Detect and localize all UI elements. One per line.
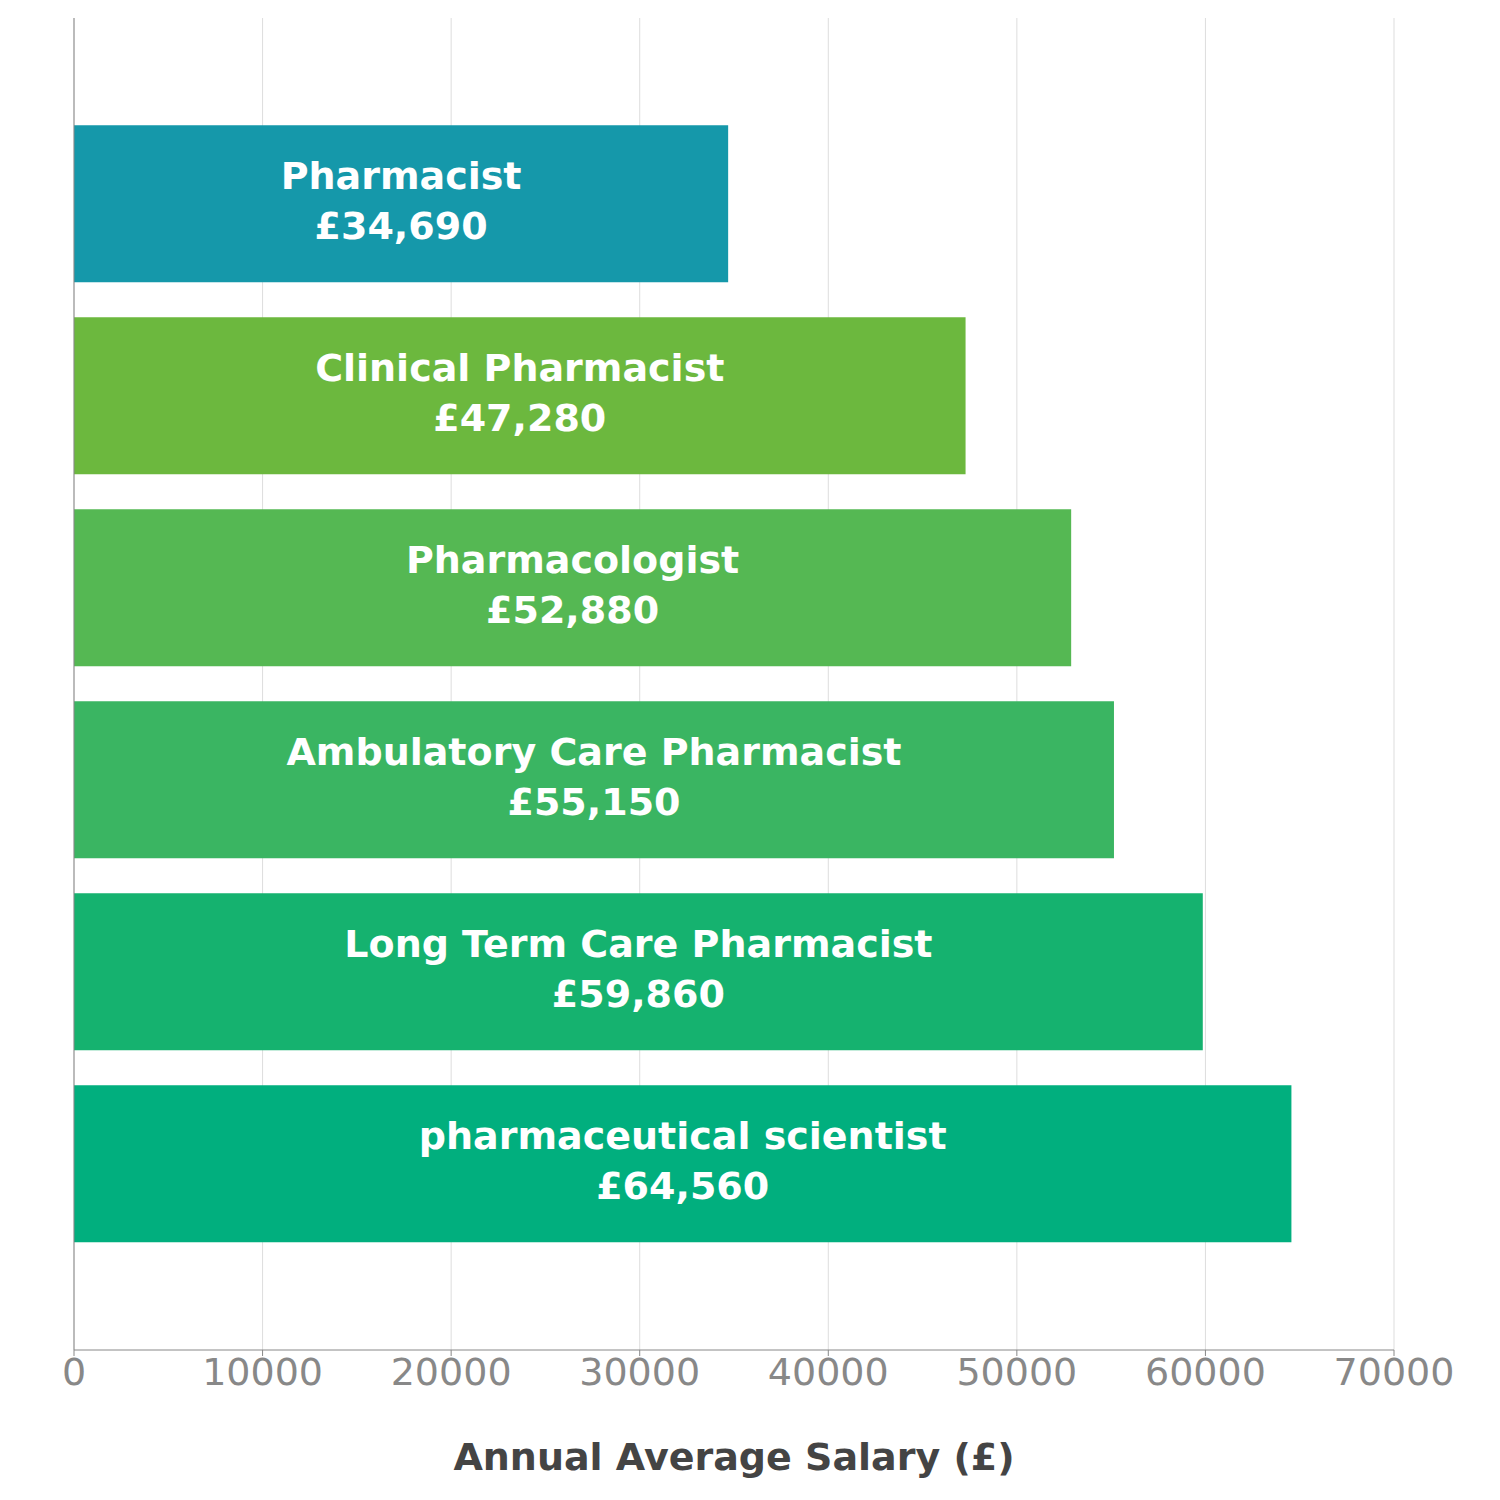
svg-text:0: 0 xyxy=(62,1350,86,1394)
svg-text:50000: 50000 xyxy=(956,1350,1077,1394)
svg-text:Annual Average Salary (£): Annual Average Salary (£) xyxy=(453,1435,1014,1479)
svg-text:Ambulatory Care Pharmacist: Ambulatory Care Pharmacist xyxy=(286,730,901,774)
svg-text:Pharmacist: Pharmacist xyxy=(281,154,522,198)
svg-text:10000: 10000 xyxy=(202,1350,323,1394)
svg-text:£55,150: £55,150 xyxy=(507,780,680,824)
svg-text:£59,860: £59,860 xyxy=(552,972,725,1016)
svg-text:20000: 20000 xyxy=(391,1350,512,1394)
svg-text:Clinical Pharmacist: Clinical Pharmacist xyxy=(315,346,724,390)
svg-text:pharmaceutical scientist: pharmaceutical scientist xyxy=(419,1114,947,1158)
svg-text:£52,880: £52,880 xyxy=(486,588,659,632)
svg-text:70000: 70000 xyxy=(1334,1350,1455,1394)
svg-text:60000: 60000 xyxy=(1145,1350,1266,1394)
svg-text:£34,690: £34,690 xyxy=(315,204,488,248)
svg-text:£47,280: £47,280 xyxy=(433,396,606,440)
svg-text:30000: 30000 xyxy=(579,1350,700,1394)
svg-text:40000: 40000 xyxy=(768,1350,889,1394)
svg-text:£64,560: £64,560 xyxy=(596,1164,769,1208)
svg-text:Pharmacologist: Pharmacologist xyxy=(406,538,739,582)
svg-text:Long Term Care Pharmacist: Long Term Care Pharmacist xyxy=(344,922,932,966)
